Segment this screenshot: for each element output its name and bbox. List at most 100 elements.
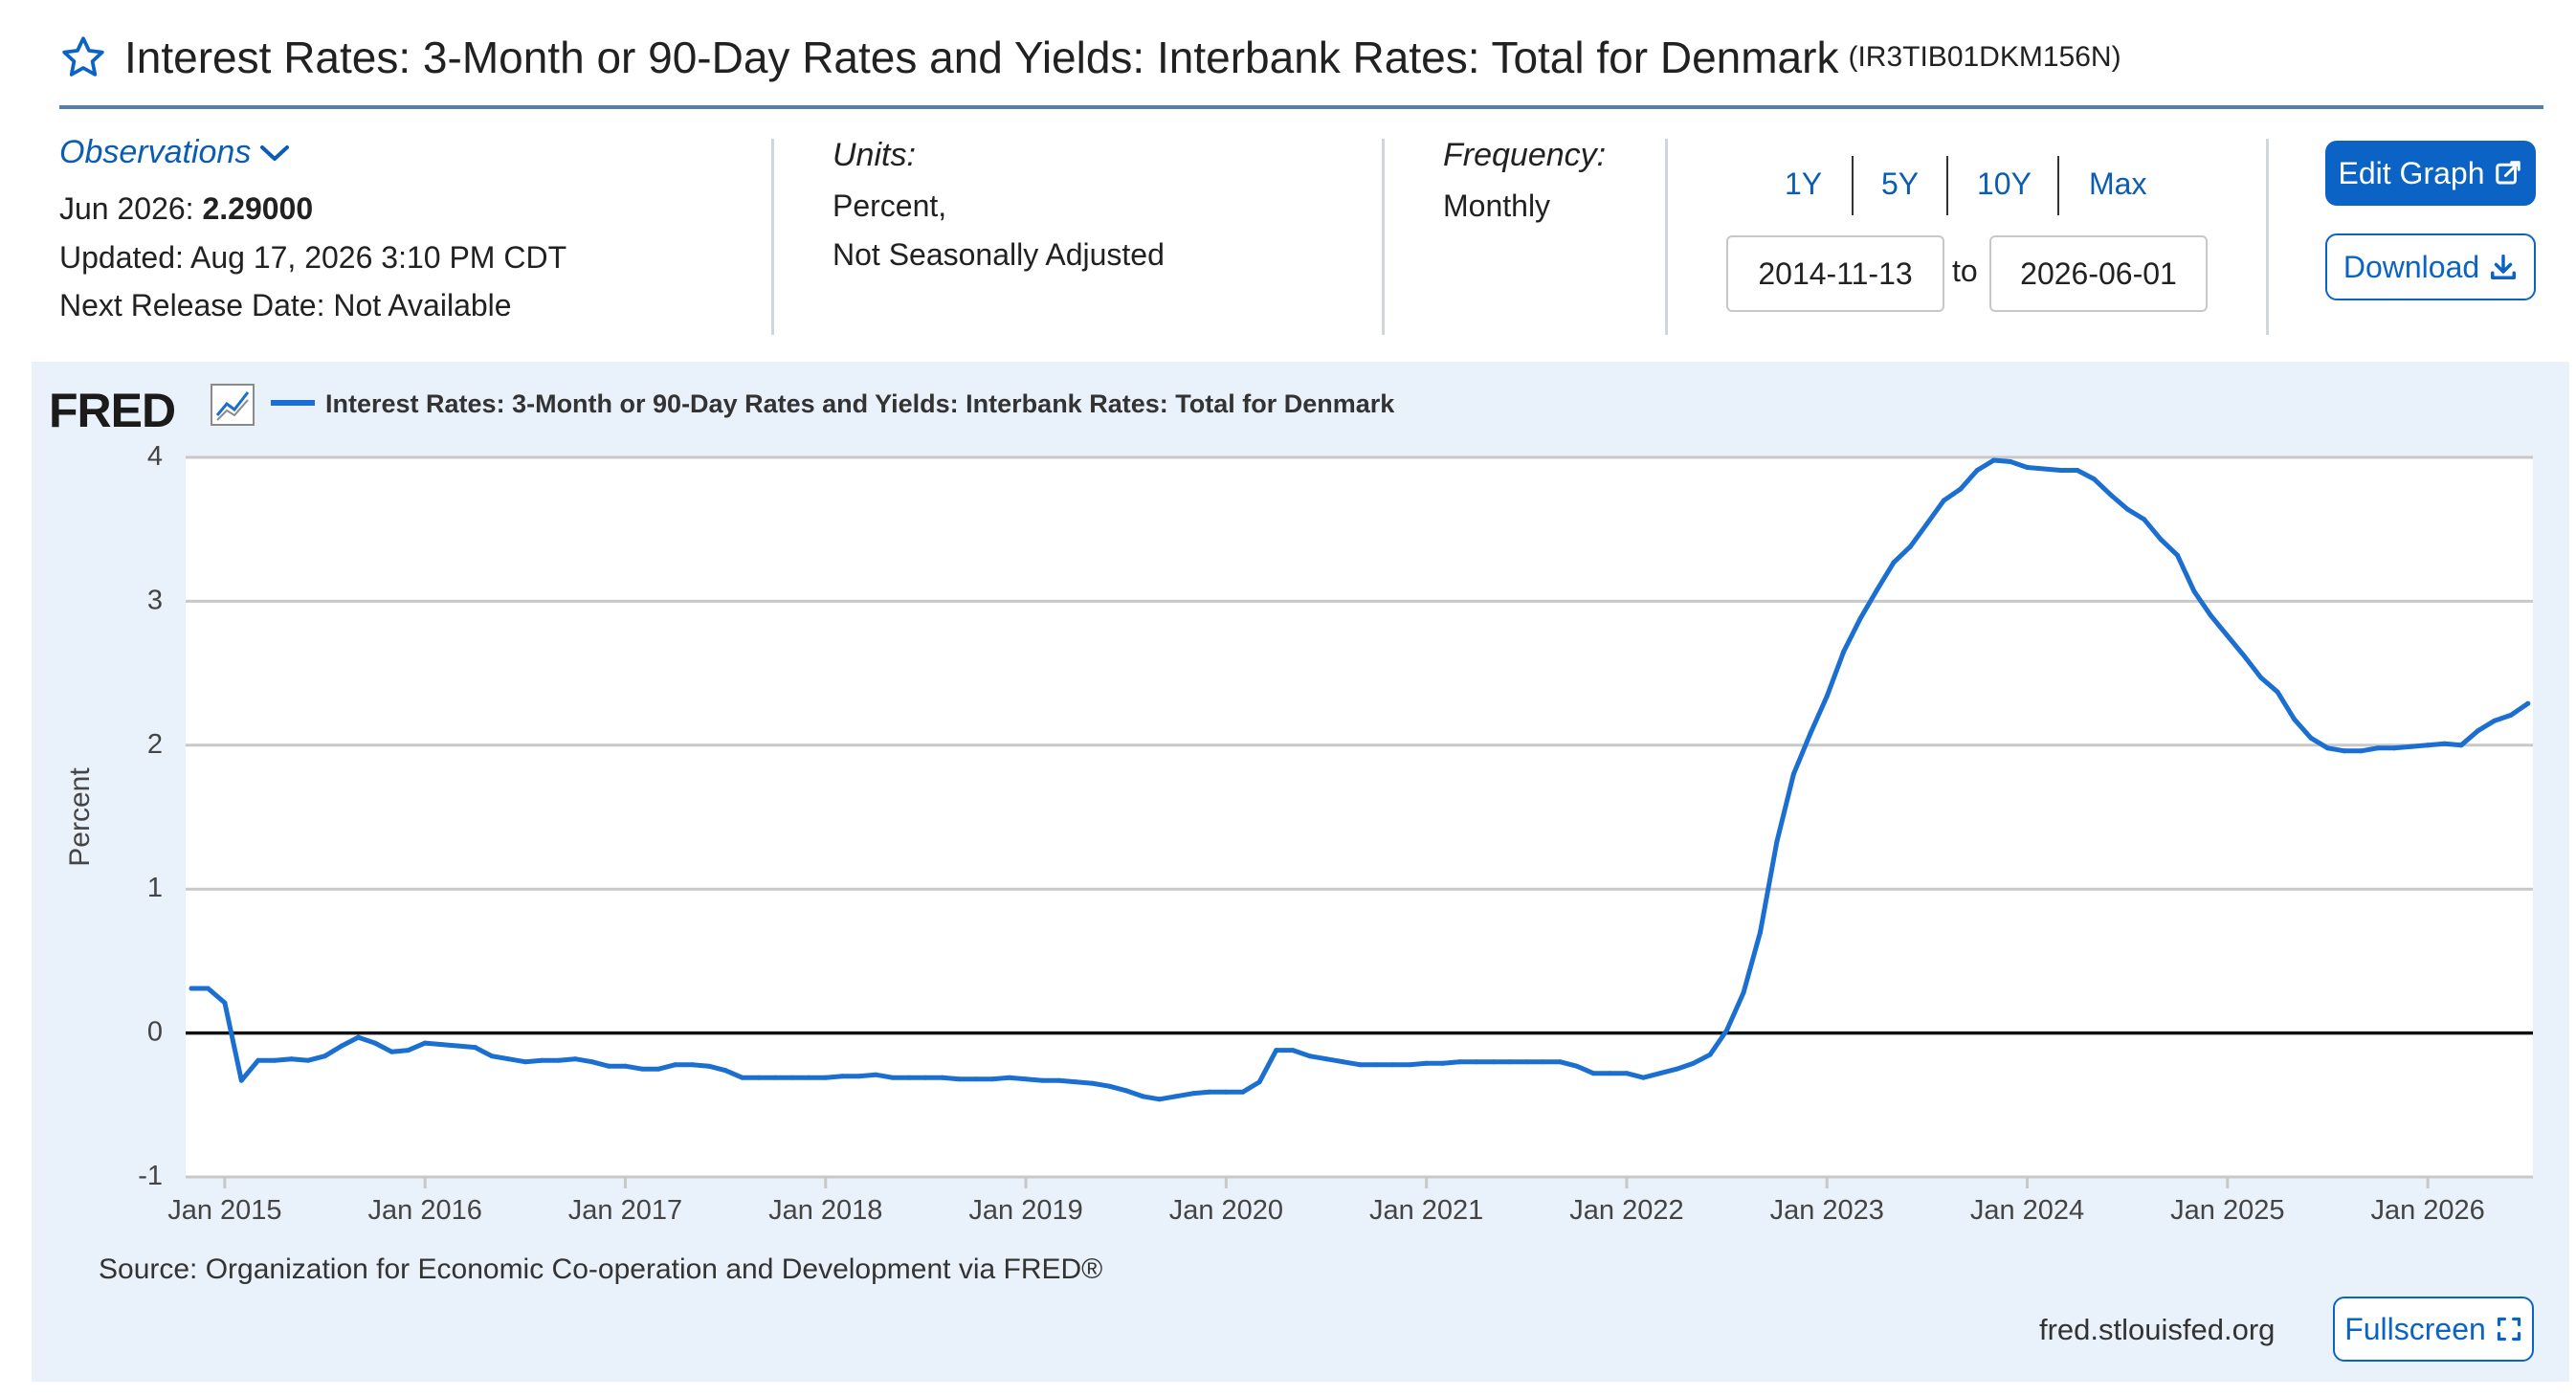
data-point xyxy=(305,1057,311,1063)
x-tick-label: Jan 2026 xyxy=(2370,1195,2484,1226)
data-point xyxy=(1007,1075,1012,1080)
data-point xyxy=(489,1053,495,1059)
data-point xyxy=(1958,486,1964,492)
data-point xyxy=(1223,1089,1229,1095)
data-point xyxy=(1373,1062,1379,1068)
data-point xyxy=(1390,1062,1396,1068)
data-point xyxy=(255,1057,261,1063)
data-point xyxy=(1691,1060,1697,1066)
data-point xyxy=(689,1062,695,1068)
column-divider xyxy=(771,139,774,335)
range-1y-button[interactable]: 1Y xyxy=(1785,166,1823,201)
data-point xyxy=(2241,654,2247,659)
data-point xyxy=(2508,712,2514,718)
data-point xyxy=(1857,615,1863,621)
download-label: Download xyxy=(2343,249,2480,284)
data-point xyxy=(890,1075,895,1080)
data-point xyxy=(922,1075,928,1080)
data-point xyxy=(2375,745,2381,751)
data-point xyxy=(205,986,211,991)
next-release-text: Next Release Date: Not Available xyxy=(59,288,512,322)
range-5y-button[interactable]: 5Y xyxy=(1881,166,1920,201)
data-point xyxy=(2442,741,2448,746)
line-chart: FRED Interest Rates: 3-Month or 90-Day R… xyxy=(49,384,2533,1226)
start-date-input[interactable]: 2014-11-13 xyxy=(1726,235,1944,312)
fullscreen-icon xyxy=(2497,1317,2520,1342)
data-point xyxy=(2308,735,2314,741)
data-point xyxy=(2258,675,2264,680)
y-tick-label: 3 xyxy=(147,585,163,615)
data-point xyxy=(2124,506,2130,512)
data-point xyxy=(2275,689,2280,695)
y-tick-label: 4 xyxy=(147,441,163,472)
data-point xyxy=(1574,1063,1580,1069)
title-row: Interest Rates: 3-Month or 90-Day Rates … xyxy=(59,29,2121,86)
fullscreen-label: Fullscreen xyxy=(2344,1311,2486,1346)
edit-graph-label: Edit Graph xyxy=(2338,155,2485,190)
data-point xyxy=(1424,1060,1430,1066)
star-icon[interactable] xyxy=(59,33,107,81)
data-point xyxy=(1941,498,1946,503)
data-point xyxy=(322,1053,327,1059)
data-point xyxy=(2342,748,2347,754)
data-point xyxy=(1240,1089,1246,1095)
y-tick-label: 0 xyxy=(147,1017,163,1048)
range-separator xyxy=(1946,156,1948,215)
data-point xyxy=(2409,743,2414,749)
x-axis-ticks: Jan 2015 Jan 2016 Jan 2017 Jan 2018 Jan 2019… xyxy=(167,1177,2485,1226)
data-point xyxy=(355,1034,361,1040)
data-point xyxy=(806,1075,811,1080)
data-point xyxy=(906,1075,912,1080)
page-title: Interest Rates: 3-Month or 90-Day Rates … xyxy=(124,33,1839,82)
column-divider xyxy=(1665,139,1668,335)
data-point xyxy=(1340,1059,1345,1065)
data-point xyxy=(2425,743,2431,748)
fullscreen-button[interactable]: Fullscreen xyxy=(2333,1297,2534,1362)
range-max-button[interactable]: Max xyxy=(2089,166,2147,201)
data-point xyxy=(1808,731,1813,737)
x-tick-label: Jan 2017 xyxy=(568,1195,682,1226)
data-point xyxy=(623,1063,628,1069)
y-axis-label: Percent xyxy=(64,767,96,867)
observations-toggle[interactable]: Observations xyxy=(59,134,291,171)
gridlines xyxy=(186,455,2533,1179)
data-point xyxy=(1123,1088,1129,1094)
data-point xyxy=(1040,1077,1045,1083)
data-point xyxy=(1924,521,1930,526)
data-point xyxy=(2525,700,2531,706)
series-points xyxy=(189,457,2531,1102)
y-tick-label: 2 xyxy=(147,729,163,760)
data-point xyxy=(1073,1079,1078,1085)
data-point xyxy=(389,1049,394,1054)
end-date-input[interactable]: 2026-06-01 xyxy=(1989,235,2208,312)
data-point xyxy=(2075,468,2080,473)
data-point xyxy=(1724,1028,1730,1033)
data-point xyxy=(1608,1071,1612,1076)
data-point xyxy=(439,1042,445,1048)
legend-label: Interest Rates: 3-Month or 90-Day Rates … xyxy=(325,389,1395,418)
data-point xyxy=(1207,1089,1212,1095)
data-point xyxy=(706,1063,712,1069)
data-point xyxy=(1974,468,1980,473)
data-point xyxy=(1790,771,1796,777)
data-point xyxy=(673,1062,678,1068)
data-point xyxy=(272,1057,278,1063)
data-point xyxy=(655,1066,661,1072)
data-point xyxy=(740,1075,745,1080)
range-separator xyxy=(2057,156,2059,215)
data-point xyxy=(856,1074,862,1079)
download-button[interactable]: Download xyxy=(2325,233,2536,300)
data-point xyxy=(1557,1059,1563,1065)
site-url[interactable]: fred.stlouisfed.org xyxy=(2039,1313,2276,1346)
data-point xyxy=(1173,1094,1179,1099)
y-axis-ticks: -1 0 1 2 3 4 xyxy=(138,441,163,1191)
data-point xyxy=(1507,1059,1513,1065)
latest-observation-date: Jun 2026: xyxy=(59,191,194,226)
range-10y-button[interactable]: 10Y xyxy=(1977,166,2032,201)
data-point xyxy=(1490,1059,1496,1065)
series-id: (IR3TIB01DKM156N) xyxy=(1848,41,2121,73)
data-point xyxy=(2325,745,2330,751)
data-point xyxy=(823,1075,829,1080)
edit-graph-button[interactable]: Edit Graph xyxy=(2325,141,2536,206)
data-point xyxy=(1106,1083,1112,1089)
